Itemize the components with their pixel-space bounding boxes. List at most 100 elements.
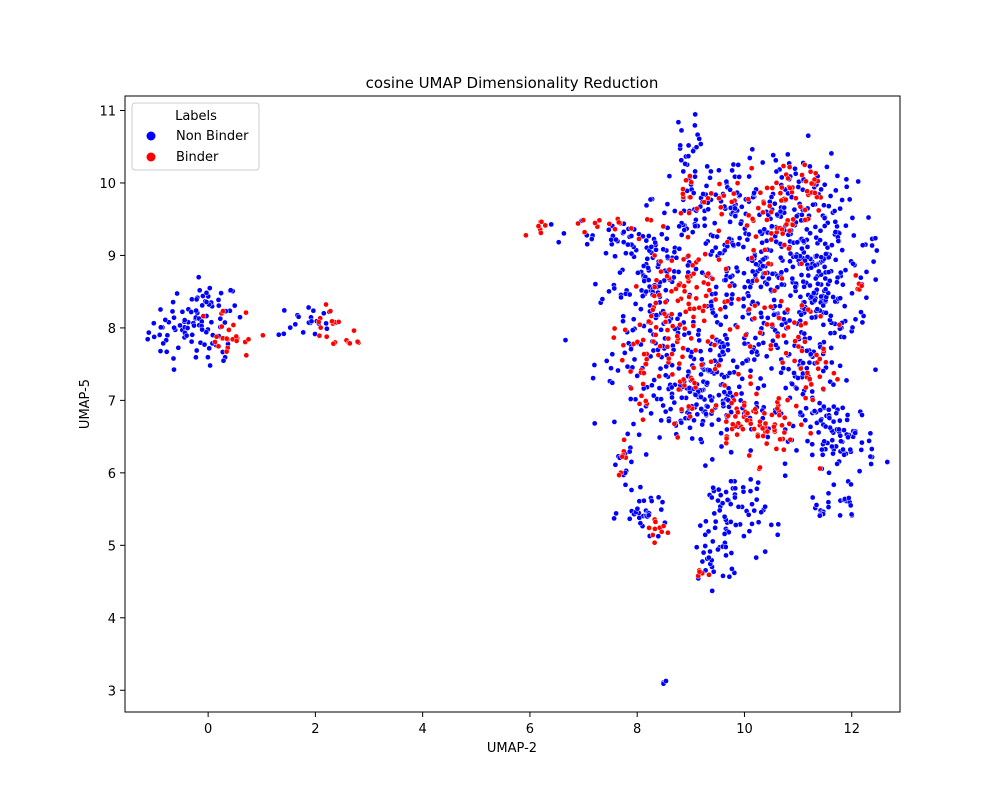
point-non-binder bbox=[710, 309, 716, 316]
point-binder bbox=[648, 313, 655, 319]
point-binder bbox=[691, 305, 698, 312]
point-binder bbox=[220, 308, 226, 314]
point-non-binder bbox=[721, 374, 728, 380]
point-binder bbox=[785, 175, 791, 182]
point-binder bbox=[581, 229, 588, 236]
point-binder bbox=[323, 333, 330, 340]
point-binder bbox=[675, 297, 681, 304]
point-non-binder bbox=[323, 320, 329, 327]
point-binder bbox=[759, 425, 766, 432]
point-non-binder bbox=[817, 227, 824, 234]
point-non-binder bbox=[792, 284, 799, 290]
point-binder bbox=[776, 315, 782, 321]
point-non-binder bbox=[675, 119, 682, 126]
point-non-binder bbox=[808, 264, 815, 271]
point-non-binder bbox=[769, 270, 776, 277]
point-non-binder bbox=[842, 267, 849, 273]
point-binder bbox=[780, 332, 787, 339]
point-non-binder bbox=[708, 168, 714, 175]
point-non-binder bbox=[698, 371, 704, 378]
point-binder bbox=[716, 362, 722, 369]
point-non-binder bbox=[849, 215, 856, 221]
point-binder bbox=[335, 319, 342, 325]
point-non-binder bbox=[160, 340, 167, 347]
point-binder bbox=[708, 358, 714, 365]
point-binder bbox=[696, 304, 703, 311]
point-non-binder bbox=[732, 213, 739, 219]
point-binder bbox=[783, 350, 789, 357]
point-binder bbox=[213, 333, 220, 340]
point-non-binder bbox=[668, 384, 675, 391]
point-non-binder bbox=[637, 484, 644, 490]
point-non-binder bbox=[623, 250, 629, 257]
point-non-binder bbox=[727, 219, 733, 225]
legend-marker-binder bbox=[146, 152, 156, 162]
point-non-binder bbox=[744, 236, 751, 243]
point-non-binder bbox=[300, 329, 307, 336]
point-non-binder bbox=[736, 383, 743, 390]
point-non-binder bbox=[793, 253, 799, 260]
point-non-binder bbox=[792, 165, 798, 172]
point-non-binder bbox=[320, 310, 327, 317]
point-binder bbox=[668, 257, 675, 264]
point-binder bbox=[802, 207, 808, 213]
point-non-binder bbox=[678, 157, 685, 164]
point-binder bbox=[749, 216, 756, 222]
point-non-binder bbox=[702, 531, 709, 538]
point-non-binder bbox=[647, 196, 654, 203]
point-non-binder bbox=[740, 488, 747, 495]
point-binder bbox=[315, 319, 322, 325]
point-non-binder bbox=[671, 249, 678, 255]
point-non-binder bbox=[618, 294, 624, 301]
point-non-binder bbox=[812, 275, 819, 282]
point-non-binder bbox=[721, 513, 728, 520]
point-non-binder bbox=[703, 411, 709, 417]
point-non-binder bbox=[780, 365, 787, 372]
point-non-binder bbox=[807, 351, 814, 358]
point-non-binder bbox=[820, 302, 827, 309]
point-binder bbox=[669, 371, 676, 378]
point-non-binder bbox=[812, 224, 819, 230]
point-non-binder bbox=[730, 161, 737, 168]
x-tick-label: 6 bbox=[526, 722, 534, 737]
point-non-binder bbox=[637, 520, 644, 527]
point-binder bbox=[681, 382, 688, 389]
point-non-binder bbox=[658, 506, 665, 513]
point-binder bbox=[708, 190, 715, 197]
point-non-binder bbox=[817, 407, 824, 413]
point-binder bbox=[751, 315, 758, 322]
point-non-binder bbox=[657, 365, 664, 372]
point-binder bbox=[769, 321, 776, 328]
point-non-binder bbox=[761, 226, 768, 233]
point-binder bbox=[808, 180, 815, 187]
point-binder bbox=[716, 256, 722, 263]
point-non-binder bbox=[819, 446, 825, 453]
point-non-binder bbox=[870, 258, 877, 265]
point-binder bbox=[665, 529, 671, 536]
y-tick-label: 7 bbox=[108, 394, 116, 409]
point-non-binder bbox=[645, 277, 652, 283]
point-non-binder bbox=[825, 499, 832, 506]
point-non-binder bbox=[710, 484, 716, 491]
point-binder bbox=[760, 200, 767, 207]
point-binder bbox=[668, 311, 675, 318]
point-non-binder bbox=[803, 226, 810, 233]
point-non-binder bbox=[656, 434, 663, 441]
point-non-binder bbox=[674, 315, 681, 322]
point-non-binder bbox=[719, 349, 726, 355]
point-non-binder bbox=[777, 254, 784, 261]
point-binder bbox=[713, 402, 719, 409]
point-non-binder bbox=[759, 239, 765, 246]
x-axis-label: UMAP-2 bbox=[487, 741, 537, 756]
point-non-binder bbox=[747, 476, 754, 483]
point-binder bbox=[734, 180, 741, 186]
point-binder bbox=[804, 370, 811, 376]
point-non-binder bbox=[830, 418, 837, 425]
point-non-binder bbox=[829, 443, 835, 450]
point-non-binder bbox=[769, 223, 775, 230]
point-non-binder bbox=[784, 151, 791, 158]
point-non-binder bbox=[649, 382, 655, 389]
point-non-binder bbox=[692, 111, 699, 118]
point-non-binder bbox=[746, 528, 753, 535]
point-non-binder bbox=[777, 208, 784, 215]
